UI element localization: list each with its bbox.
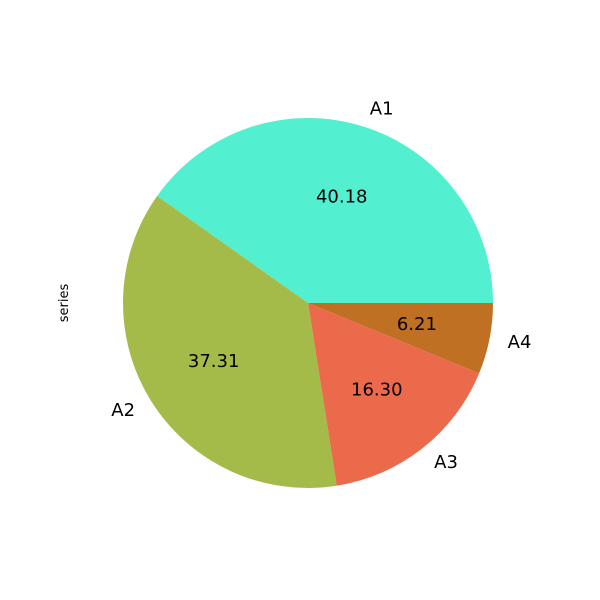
pie-slice-a2 (123, 195, 337, 488)
y-axis-label: series (57, 284, 72, 323)
slice-category-label-a1: A1 (370, 99, 394, 120)
slice-value-label-a3: 16.30 (351, 380, 403, 401)
pie-slice-a4 (308, 303, 493, 374)
slice-value-label-a2: 37.31 (188, 351, 240, 372)
slice-category-label-a3: A3 (434, 452, 458, 473)
slice-value-label-a1: 40.18 (316, 187, 368, 208)
pie-labels: 40.18 A1 37.31 A2 16.30 A3 6.21 A4 (111, 99, 531, 474)
pie-slice-a1 (157, 117, 493, 303)
slice-category-label-a2: A2 (111, 400, 135, 421)
slice-category-label-a4: A4 (508, 332, 532, 353)
pie-slices (123, 117, 493, 488)
slice-value-label-a4: 6.21 (397, 314, 437, 335)
pie-slice-a3 (308, 303, 480, 486)
